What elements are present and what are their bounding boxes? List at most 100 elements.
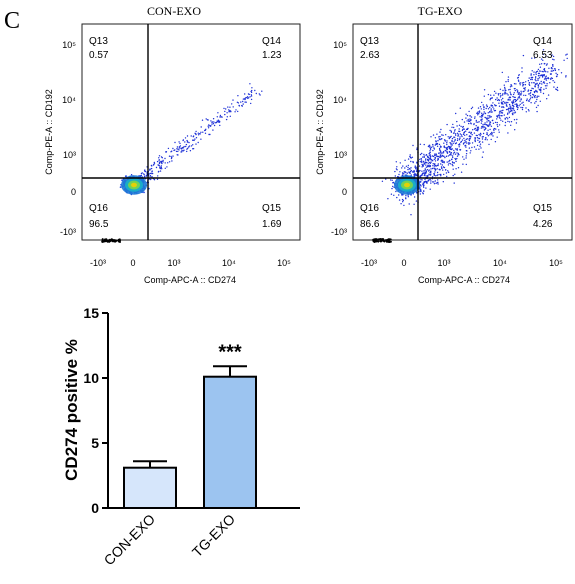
event-dot (437, 164, 439, 167)
event-dot (408, 203, 410, 205)
event-dot (423, 190, 425, 192)
event-dot (506, 93, 508, 95)
event-dot (226, 116, 228, 118)
event-dot (486, 132, 488, 134)
event-dot (450, 130, 452, 132)
event-dot (376, 238, 378, 241)
event-dot (444, 146, 446, 149)
event-dot (449, 136, 451, 139)
event-dot (478, 111, 481, 113)
event-dot (435, 142, 437, 144)
event-dot (524, 87, 526, 89)
event-dot (497, 125, 499, 128)
event-dot (425, 154, 428, 156)
bar-con-exo (123, 466, 177, 510)
quadrant-q16-name: Q16 (360, 203, 379, 214)
event-dot (434, 153, 436, 155)
event-dot (159, 167, 161, 169)
event-dot (229, 115, 231, 118)
event-dot (540, 86, 542, 89)
event-dot (117, 239, 120, 242)
event-dot (217, 112, 219, 114)
event-dot (157, 175, 159, 177)
event-dot (452, 162, 454, 164)
event-dot (473, 128, 476, 130)
panel-label: C (4, 8, 20, 34)
event-dot (449, 142, 451, 144)
event-dot (546, 77, 548, 80)
event-dot (473, 123, 475, 126)
event-dot (534, 96, 536, 99)
event-dot (419, 169, 421, 172)
event-dot (456, 125, 458, 127)
event-dot (496, 121, 498, 124)
event-dot (228, 109, 230, 111)
event-dot (415, 166, 417, 168)
event-dot (534, 102, 536, 104)
event-dot (463, 137, 465, 140)
event-dot (505, 101, 507, 104)
event-dot (397, 176, 399, 178)
event-dot (464, 139, 466, 142)
event-dot (484, 127, 487, 129)
y-tick-label: 10⁵ (333, 40, 347, 50)
event-dot (395, 161, 397, 163)
event-dot (426, 166, 429, 168)
event-dot (216, 120, 218, 122)
event-dot (474, 116, 476, 118)
event-dot (478, 133, 480, 136)
event-dot (538, 77, 541, 79)
event-dot (429, 148, 432, 150)
event-dot (437, 179, 439, 181)
event-dot (498, 112, 501, 114)
event-dot (474, 117, 476, 120)
event-dot (403, 171, 405, 173)
event-dot (530, 78, 532, 81)
event-dot (546, 83, 548, 85)
event-dot (176, 146, 179, 148)
event-dot (250, 95, 253, 97)
event-dot (150, 167, 153, 170)
event-dot (535, 106, 538, 109)
event-dot (486, 117, 489, 119)
event-dot (491, 97, 493, 99)
event-dot (464, 145, 466, 147)
event-dot (234, 111, 236, 113)
event-dot (465, 163, 467, 166)
event-dot (508, 89, 510, 91)
event-dot (390, 179, 392, 181)
event-dot (422, 156, 424, 158)
event-dot (156, 160, 159, 163)
event-dot (440, 154, 442, 156)
bar-marks: CON-EXO TG-EXO *** (101, 341, 257, 568)
event-dot (186, 139, 188, 142)
event-dot (413, 174, 415, 176)
event-dot (429, 156, 432, 158)
event-dot (459, 130, 461, 133)
event-dot (471, 106, 474, 109)
event-dot (429, 146, 431, 149)
event-dot (515, 99, 518, 102)
event-dot (242, 103, 244, 105)
event-dot (465, 157, 467, 159)
event-dot (544, 76, 547, 78)
event-dot (520, 90, 522, 93)
event-dot (150, 178, 152, 181)
event-dot (441, 134, 443, 136)
event-dot (493, 94, 495, 96)
event-dot (491, 111, 493, 113)
y-axis-label: CD274 positive % (62, 339, 81, 481)
event-dot (153, 163, 155, 166)
event-dot (441, 167, 443, 170)
event-dot (192, 144, 194, 146)
event-dot (471, 142, 474, 144)
event-dot (440, 173, 442, 176)
event-dot (201, 119, 204, 121)
event-dot (433, 163, 436, 166)
y-tick-label: 0 (91, 500, 99, 516)
event-dot (178, 147, 180, 149)
event-dot (438, 168, 441, 171)
event-dot (245, 101, 247, 103)
event-dot (469, 118, 471, 120)
event-dot (388, 238, 391, 241)
